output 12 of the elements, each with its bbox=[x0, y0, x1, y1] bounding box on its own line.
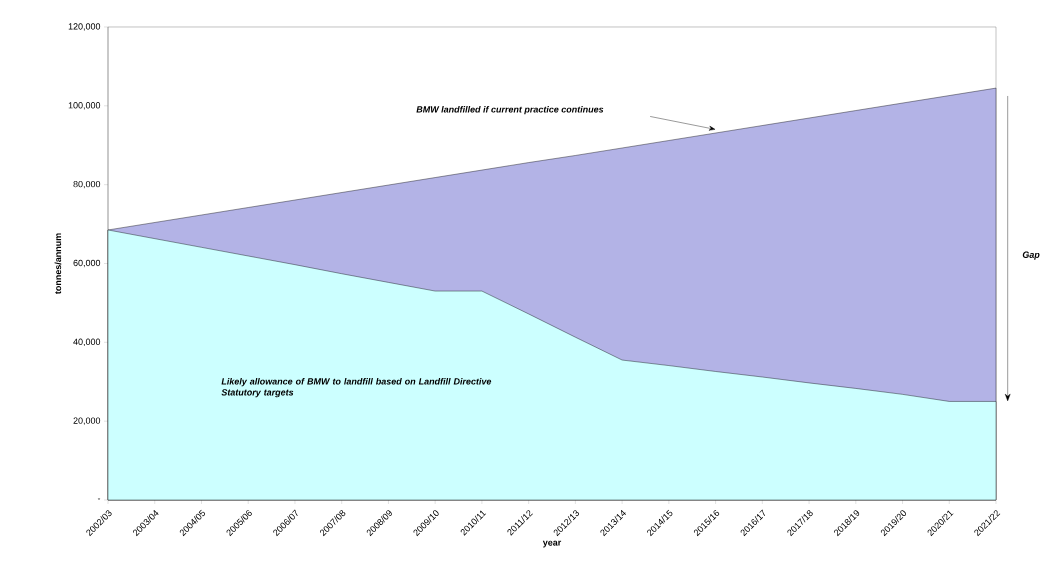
y-axis-title: tonnes/annum bbox=[54, 233, 62, 295]
y-tick-label: 120,000 bbox=[68, 23, 101, 31]
y-tick-label: 100,000 bbox=[68, 102, 101, 110]
text: Gap bbox=[1022, 251, 1040, 260]
y-tick-label: 60,000 bbox=[73, 259, 101, 268]
annotation: BMW landfilled if current practice continues bbox=[416, 105, 604, 115]
y-tick-label: 20,000 bbox=[73, 417, 101, 425]
annotation: Likely allowance of BMW to landfill based on Landfill Directive Statutory targets bbox=[221, 377, 492, 398]
y-tick-label: 80,000 bbox=[73, 180, 101, 189]
y-tick-label: - bbox=[97, 498, 101, 500]
x-axis-title: year bbox=[542, 540, 562, 548]
y-tick-label: 40,000 bbox=[73, 338, 101, 347]
